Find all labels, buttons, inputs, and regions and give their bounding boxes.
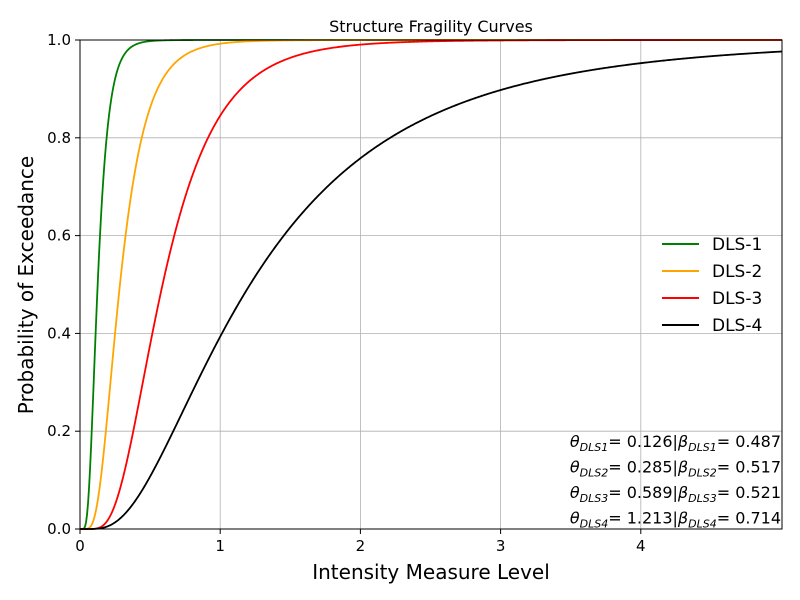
annotation-theta-label: θ xyxy=(570,432,580,451)
annotation-line: θDLS2= 0.285|βDLS2= 0.517 xyxy=(570,458,781,480)
annotation-beta-label: β xyxy=(677,432,688,451)
series-line-dls-1 xyxy=(80,39,782,530)
annotation-theta-sub: DLS4 xyxy=(580,518,609,531)
annotation-beta-sub: DLS2 xyxy=(688,467,717,480)
annotation-theta-value: = 1.213 xyxy=(608,509,672,528)
annotation-theta-value: = 0.589 xyxy=(608,483,672,502)
x-axis-ticks: 0 1 2 3 4 xyxy=(75,529,646,555)
y-tick-label: 0.4 xyxy=(47,324,71,342)
annotation-beta-value: = 0.517 xyxy=(717,458,781,477)
legend-label: DLS-2 xyxy=(712,262,762,282)
curves xyxy=(80,39,783,530)
annotation-beta-label: β xyxy=(677,483,688,502)
x-tick-label: 4 xyxy=(636,537,646,555)
y-tick-label: 0.8 xyxy=(47,129,71,147)
series-line-dls-2 xyxy=(80,39,782,530)
y-axis-ticks: 0.0 0.2 0.4 0.6 0.8 1.0 xyxy=(47,31,80,538)
series-line-dls-3 xyxy=(80,39,782,530)
legend-label: DLS-3 xyxy=(712,289,762,309)
x-tick-label: 2 xyxy=(356,537,366,555)
annotation-theta-value: = 0.285 xyxy=(608,458,672,477)
annotation-beta-value: = 0.521 xyxy=(717,483,781,502)
annotation-beta-sub: DLS3 xyxy=(688,492,717,505)
annotation-beta-value: = 0.714 xyxy=(717,509,781,528)
annotation-beta-label: β xyxy=(677,509,688,528)
annotation-theta-label: θ xyxy=(570,509,580,528)
annotation-theta-sub: DLS3 xyxy=(580,492,609,505)
y-tick-label: 0.2 xyxy=(47,422,71,440)
y-tick-label: 0.6 xyxy=(47,227,71,245)
grid xyxy=(80,40,782,529)
annotation-beta-value: = 0.487 xyxy=(717,432,781,451)
legend-label: DLS-1 xyxy=(712,235,762,255)
x-tick-label: 0 xyxy=(75,537,85,555)
legend-label: DLS-4 xyxy=(712,316,762,336)
x-tick-label: 1 xyxy=(215,537,225,555)
y-tick-label: 0.0 xyxy=(47,520,71,538)
annotation-sep: | xyxy=(673,483,678,502)
annotation-line: θDLS4= 1.213|βDLS4= 0.714 xyxy=(570,509,781,531)
annotation-theta-value: = 0.126 xyxy=(608,432,672,451)
annotation-sep: | xyxy=(673,458,678,477)
annotation-sep: | xyxy=(673,509,678,528)
annotation-beta-sub: DLS1 xyxy=(688,441,717,454)
annotation-line: θDLS1= 0.126|βDLS1= 0.487 xyxy=(570,432,781,454)
x-tick-label: 3 xyxy=(496,537,506,555)
series-line-dls-4 xyxy=(80,50,783,530)
chart-title: Structure Fragility Curves xyxy=(329,17,533,36)
annotation-beta-sub: DLS4 xyxy=(688,518,717,531)
legend: DLS-1 DLS-2 DLS-3 DLS-4 xyxy=(662,235,762,336)
y-axis-label: Probability of Exceedance xyxy=(14,156,38,414)
x-axis-label: Intensity Measure Level xyxy=(312,560,550,584)
annotation-sep: | xyxy=(673,432,678,451)
annotation-theta-label: θ xyxy=(570,483,580,502)
annotation-beta-label: β xyxy=(677,458,688,477)
y-tick-label: 1.0 xyxy=(47,31,71,49)
plot-frame xyxy=(79,39,783,530)
annotation-theta-label: θ xyxy=(570,458,580,477)
annotation-theta-sub: DLS2 xyxy=(580,467,609,480)
annotation-line: θDLS3= 0.589|βDLS3= 0.521 xyxy=(570,483,781,505)
annotation-theta-sub: DLS1 xyxy=(580,441,609,454)
